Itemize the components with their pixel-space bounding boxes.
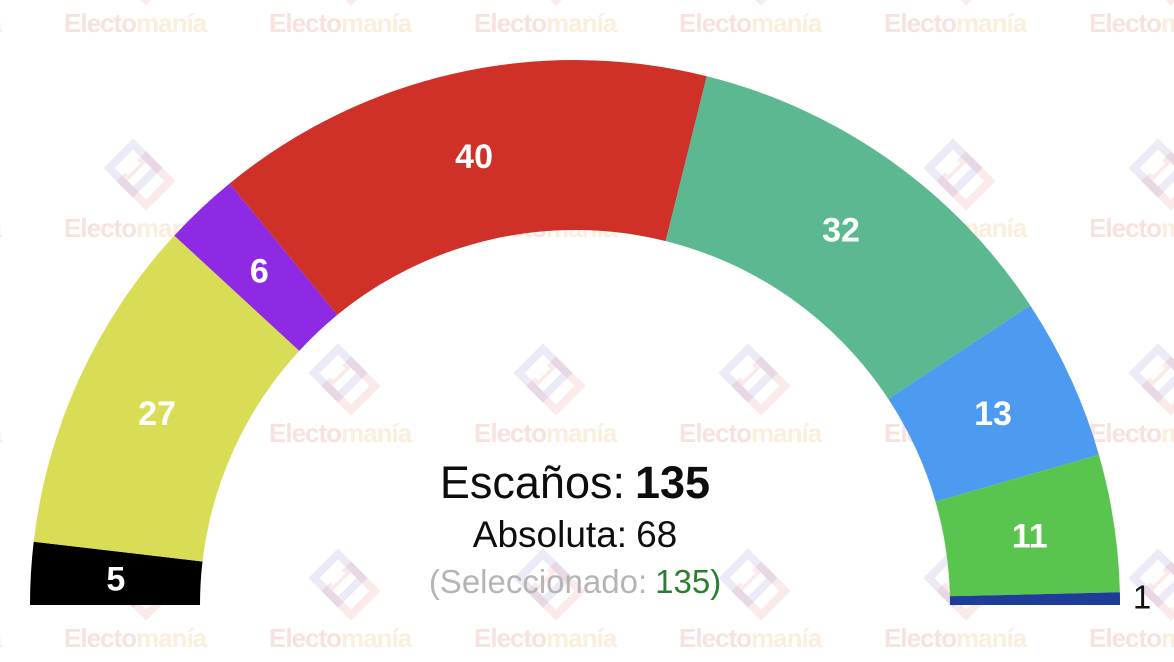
- arc-segment-yellow[interactable]: [33, 235, 300, 562]
- majority-line: Absoluta: 68: [429, 513, 721, 556]
- arc-segment-navy[interactable]: [949, 592, 1121, 605]
- seat-count-label-teal: 32: [822, 212, 860, 250]
- total-seats-line: Escaños: 135: [429, 458, 721, 508]
- selected-value: 135: [655, 563, 711, 601]
- seat-count-label-yellow: 27: [138, 395, 176, 433]
- summary-panel: Escaños: 135 Absoluta: 68 (Seleccionado: 13…: [429, 458, 721, 600]
- selected-line: (Seleccionado: 135): [429, 564, 721, 600]
- arc-segment-green[interactable]: [935, 454, 1120, 597]
- total-seats-label: Escaños:: [439, 457, 625, 508]
- seat-count-label-green: 11: [1012, 518, 1048, 556]
- arc-segment-purple[interactable]: [174, 183, 338, 351]
- selected-suffix: ): [710, 563, 722, 601]
- majority-label: Absoluta:: [472, 513, 628, 555]
- seat-count-label-red: 40: [455, 138, 493, 176]
- total-seats-value: 135: [635, 457, 711, 508]
- seat-count-label-blue: 13: [974, 395, 1012, 433]
- majority-value: 68: [636, 513, 678, 555]
- arc-segment-teal[interactable]: [665, 76, 1031, 399]
- seat-count-label-purple: 6: [250, 252, 269, 290]
- seat-count-label-black: 5: [106, 560, 125, 598]
- arc-segment-blue[interactable]: [888, 305, 1099, 502]
- selected-prefix: (Seleccionado:: [428, 563, 648, 601]
- arc-segment-red[interactable]: [229, 60, 707, 315]
- seat-count-label-navy: 1: [1133, 578, 1151, 615]
- arc-segment-black[interactable]: [30, 541, 203, 605]
